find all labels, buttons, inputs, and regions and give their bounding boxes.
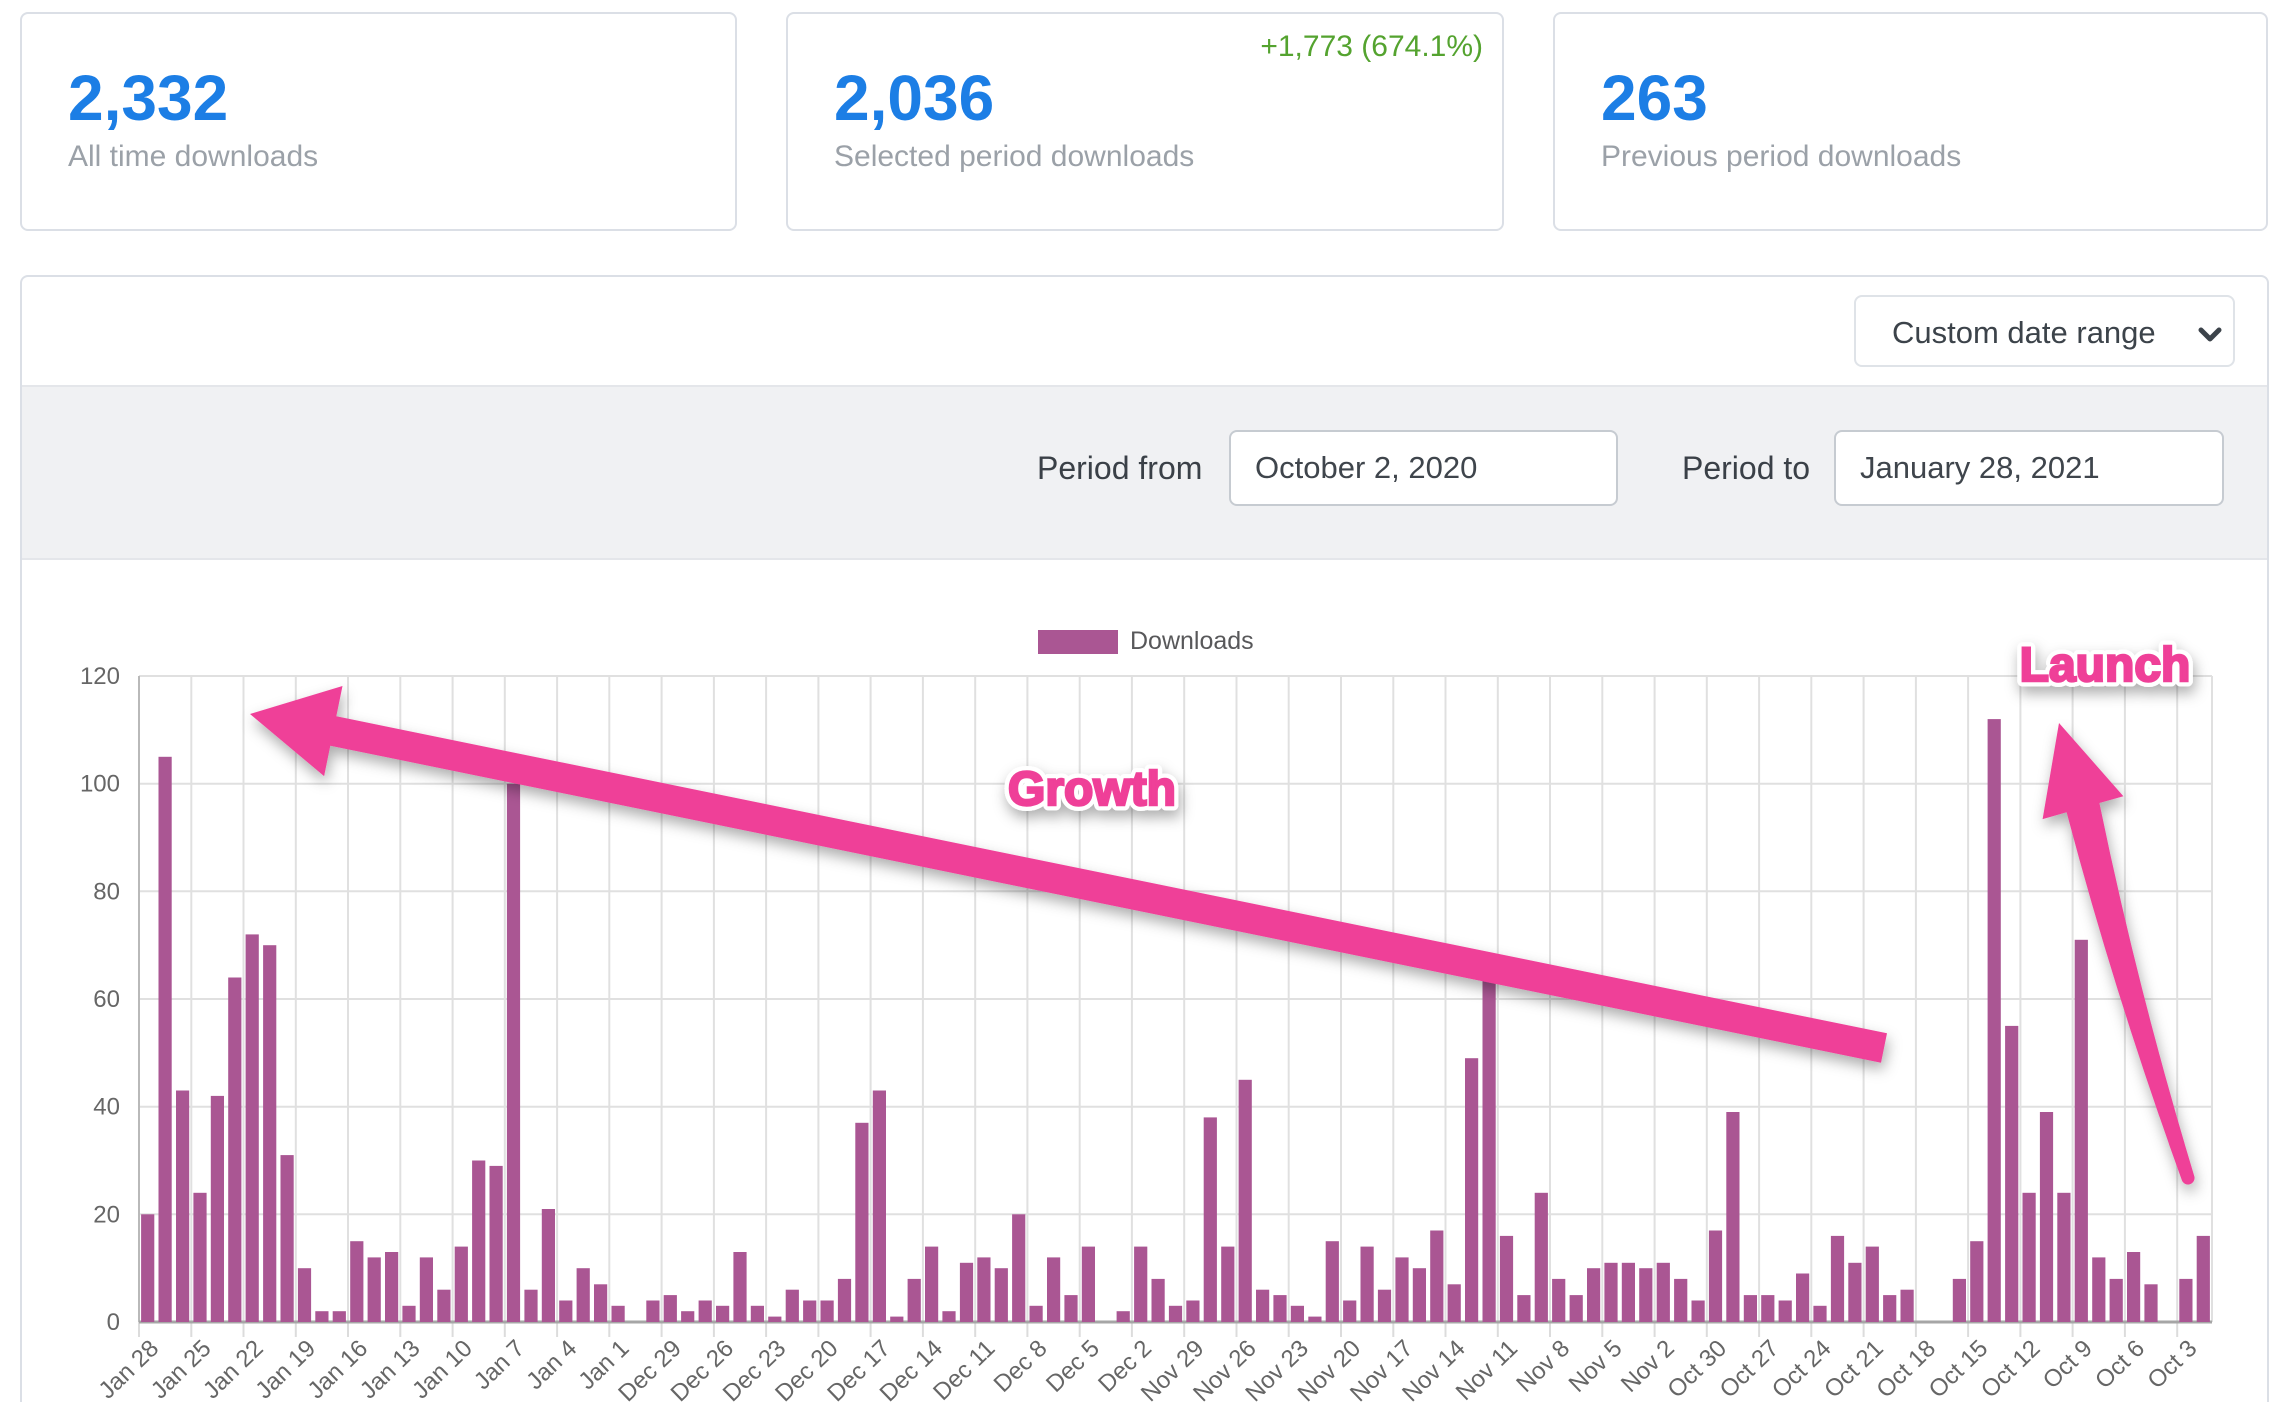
svg-text:Nov 5: Nov 5 [1564,1335,1628,1398]
svg-text:Growth: Growth [1008,763,1176,816]
svg-text:Oct 6: Oct 6 [2090,1335,2150,1394]
svg-text:20: 20 [93,1201,120,1228]
svg-text:Jan 10: Jan 10 [407,1335,478,1402]
svg-text:Launch: Launch [2020,639,2191,692]
svg-text:80: 80 [93,878,120,905]
svg-text:0: 0 [107,1309,120,1336]
svg-text:Dec 5: Dec 5 [1041,1335,1105,1398]
svg-text:Oct 9: Oct 9 [2038,1335,2098,1394]
svg-text:100: 100 [80,771,120,798]
svg-text:Jan 7: Jan 7 [469,1335,530,1395]
svg-text:Growth: Growth [1008,763,1176,816]
svg-text:60: 60 [93,986,120,1013]
svg-text:Oct 12: Oct 12 [1976,1335,2046,1402]
svg-text:40: 40 [93,1094,120,1121]
svg-text:Oct 3: Oct 3 [2142,1335,2202,1394]
svg-text:120: 120 [80,663,120,690]
svg-text:Nov 8: Nov 8 [1511,1335,1575,1398]
svg-text:Dec 8: Dec 8 [989,1335,1053,1398]
svg-text:Jan 4: Jan 4 [521,1335,582,1395]
svg-text:Launch: Launch [2020,639,2191,692]
